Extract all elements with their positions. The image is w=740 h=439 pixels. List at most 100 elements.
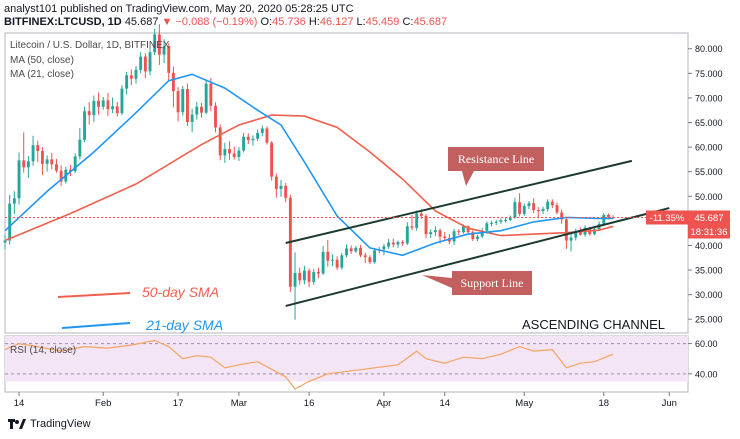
candle-body [115, 106, 119, 114]
candle-body [349, 248, 353, 252]
candle-body [302, 270, 306, 281]
candle-body [8, 203, 12, 241]
candle-body [274, 176, 278, 189]
candle-body [55, 164, 58, 171]
candle-body [167, 46, 171, 73]
candle-body [214, 105, 217, 128]
candle-body [462, 226, 465, 233]
candle-body [457, 231, 461, 233]
sma50-label: 50-day SMA [142, 284, 219, 300]
candle-body [106, 100, 110, 110]
tradingview-logo-icon [8, 419, 26, 429]
candle-body [3, 240, 7, 243]
candle-body [26, 161, 30, 168]
candle-body [419, 213, 423, 216]
candle-body [111, 106, 115, 110]
countdown-tag: 18:31:36 [691, 227, 728, 238]
price-tick-label: 40.000 [695, 241, 723, 251]
candle-body [298, 273, 302, 281]
candle-body [69, 169, 72, 172]
candle-body [260, 128, 264, 133]
pct-tag-box [646, 210, 688, 225]
candle-body [574, 231, 578, 238]
symbol-label: BITFINEX:LTCUSD, 1D [4, 16, 122, 28]
candle-body [265, 128, 269, 143]
candle-body [359, 247, 362, 256]
candle-body [373, 250, 377, 263]
candle-body [125, 75, 129, 89]
candle-body [433, 230, 437, 233]
candle-body [499, 220, 503, 222]
candle-body [560, 212, 564, 220]
candle-body [237, 150, 241, 157]
candle-body [139, 56, 143, 70]
candle-body [171, 72, 175, 92]
candle-body [452, 231, 456, 242]
candle-body [494, 221, 498, 223]
candle-body [78, 139, 82, 157]
candle-body [326, 251, 330, 261]
sma21-label: 21-day SMA [145, 317, 223, 333]
candle-body [251, 138, 255, 141]
candle-body [195, 106, 199, 115]
candle-group [3, 24, 615, 320]
candle-body [31, 145, 35, 162]
candle-body [438, 230, 442, 237]
candle-body [143, 56, 147, 72]
candle-body [387, 242, 391, 247]
candle-body [391, 242, 395, 245]
resistance-callout-label: Resistance Line [458, 152, 534, 166]
candle-body [40, 151, 44, 164]
candle-body [513, 202, 517, 218]
ohlc-line: BITFINEX:LTCUSD, 1D 45.687 ▼ −0.088 (−0.… [4, 16, 447, 28]
candle-body [405, 226, 409, 244]
candle-body [527, 203, 531, 207]
candle-body [424, 215, 428, 235]
candle-body [12, 198, 16, 204]
candle-body [181, 89, 185, 113]
time-tick-label: May [515, 398, 533, 409]
price-tick-label: 30.000 [695, 290, 723, 300]
candle-body [321, 251, 325, 274]
candle-body [45, 159, 49, 164]
candle-body [471, 232, 475, 240]
time-tick-label: Apr [377, 398, 392, 409]
footer-brand[interactable]: TradingView [8, 417, 91, 431]
rsi-group: 40.00 60.00 [4, 336, 718, 390]
candle-body [223, 149, 227, 156]
candle-body [401, 242, 405, 244]
ma50-line [4, 114, 614, 242]
candle-body [22, 160, 26, 168]
candle-body [101, 100, 105, 107]
candle-body [232, 153, 236, 157]
time-tick-label: 17 [173, 398, 184, 409]
candle-body [546, 201, 550, 210]
candle-body [555, 205, 559, 213]
candle-body [382, 246, 386, 250]
candle-body [592, 229, 596, 235]
candle-body [157, 34, 161, 55]
low-value: 45.459 [365, 16, 400, 28]
channel-label: ASCENDING CHANNEL [522, 317, 665, 332]
candle-body [541, 209, 545, 212]
candle-body [246, 136, 250, 141]
resistance-callout-pointer [462, 171, 474, 186]
candle-body [569, 237, 573, 241]
candle-body [354, 247, 358, 252]
candle-body [284, 185, 288, 198]
ma21-line [4, 73, 614, 257]
brand-label: TradingView [30, 418, 91, 430]
candle-body [190, 114, 194, 123]
candle-body [340, 255, 344, 268]
last-price-tag-box [688, 210, 730, 225]
candle-body [242, 136, 246, 151]
price-tag-group: -11.35% 45.687 18:31:36 [646, 210, 730, 239]
candle-body [518, 202, 522, 214]
price-tick-label: 65.000 [695, 118, 723, 128]
candle-body [312, 272, 316, 282]
candle-body [602, 214, 606, 224]
candle-body [504, 219, 508, 221]
sma21-sample-line [61, 322, 131, 329]
